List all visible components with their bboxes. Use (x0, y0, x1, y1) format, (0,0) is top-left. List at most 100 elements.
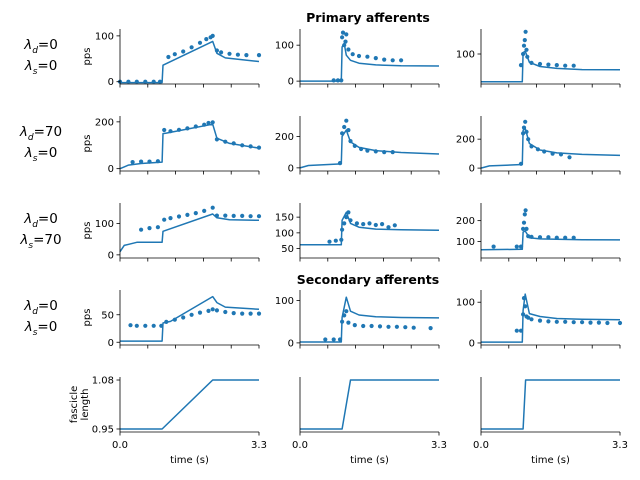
data-point-row3-col1 (223, 213, 228, 218)
data-point-row1-col1 (219, 50, 224, 55)
data-point-row4-col1 (128, 323, 133, 328)
data-point-row4-col1 (210, 307, 215, 312)
data-point-row3-col3 (546, 235, 551, 240)
data-point-row4-col1 (206, 308, 211, 313)
y-tick-label: 0 (288, 338, 294, 349)
data-point-row4-col3 (588, 320, 593, 325)
data-point-row3-col2 (380, 222, 385, 227)
data-point-row4-col3 (537, 318, 543, 323)
y-tick-label: 100 (456, 298, 475, 309)
data-point-row3-col1 (155, 225, 160, 230)
data-point-row1-col3 (521, 43, 527, 48)
y-tick-label: 1.08 (92, 376, 114, 387)
row-label-lambda-s: λs=0 (24, 145, 58, 164)
row-label-lambda-d: λd=0 (23, 211, 58, 230)
series-line-row2-col2 (299, 129, 440, 169)
data-point-row4-col3 (526, 315, 531, 320)
data-point-row4-col3 (571, 320, 576, 325)
y-tick-label: 0 (288, 77, 294, 88)
data-point-row3-col1 (185, 212, 190, 217)
y-axis-label: fascicle (69, 386, 80, 424)
chart-panel-row2-col3: 0 200 (456, 116, 621, 175)
chart-panel-row1-col3: 100 (456, 29, 621, 88)
chart-panel-row4-col3: 0 100 (456, 290, 623, 349)
row-label-lambda-s: λs=0 (24, 319, 58, 338)
data-point-row1-col2 (331, 78, 336, 83)
data-point-row1-col1 (181, 49, 186, 54)
y-tick-label: 100 (95, 219, 114, 230)
y-axis-label: pps (82, 309, 93, 327)
data-point-row1-col3 (525, 54, 530, 59)
data-point-row4-col3 (521, 296, 527, 301)
x-tick-label: 0.0 (112, 440, 128, 451)
data-point-row3-col3 (521, 220, 527, 225)
data-point-row4-col2 (323, 337, 328, 342)
data-point-row3-col1 (202, 208, 207, 213)
data-point-row3-col2 (386, 225, 391, 230)
y-tick-label: 0 (469, 338, 475, 349)
data-point-row2-col1 (223, 139, 228, 144)
chart-panel-row4-col1: 0 50 pps λd=0 λs=0 (23, 290, 262, 349)
data-point-row2-col2 (340, 131, 345, 136)
row-label-lambda-s: λs=0 (24, 58, 58, 77)
data-point-row4-col2 (361, 323, 366, 329)
data-point-row1-col2 (346, 47, 351, 52)
data-point-row2-col2 (346, 128, 351, 133)
data-point-row3-col1 (240, 213, 245, 218)
data-point-row2-col3 (550, 151, 555, 156)
y-tick-label: 100 (275, 296, 294, 307)
series-line-row3-col1 (119, 213, 260, 253)
data-point-row4-col2 (352, 323, 357, 328)
series-line-row4-col2 (300, 296, 440, 343)
data-point-row3-col3 (518, 244, 524, 249)
x-tick-label: 0.0 (292, 440, 308, 451)
chart-panel-row2-col2: 0 200 (275, 116, 440, 175)
data-point-row2-col1 (168, 129, 173, 134)
series-line-row3-col2 (300, 211, 440, 246)
data-point-row3-col1 (256, 214, 262, 219)
data-point-row1-col1 (134, 79, 139, 84)
y-tick-label: 0 (108, 250, 114, 261)
data-point-row2-col3 (529, 144, 534, 149)
y-axis-label: pps (82, 48, 93, 66)
data-point-row4-col2 (342, 313, 347, 318)
y-tick-label: 0 (108, 338, 114, 349)
data-point-row3-col2 (333, 238, 338, 243)
data-point-row3-col1 (231, 213, 236, 218)
data-point-row3-col1 (162, 217, 167, 222)
data-point-row2-col2 (344, 118, 349, 123)
data-point-row1-col3 (563, 63, 568, 68)
y-axis-label: pps (82, 135, 93, 153)
data-point-row1-col1 (227, 51, 232, 56)
y-tick-label: 0 (108, 164, 114, 175)
data-point-row4-col3 (554, 319, 559, 324)
data-point-row3-col3 (571, 235, 576, 240)
data-point-row3-col1 (248, 214, 253, 219)
data-point-row3-col3 (554, 235, 559, 240)
data-point-row3-col2 (373, 222, 378, 228)
data-point-row4-col2 (394, 324, 399, 329)
data-point-row1-col1 (214, 48, 219, 53)
panel-grid: 0100ppsλd=0λs=001001000200ppsλd=70λs=002… (19, 29, 628, 466)
data-point-row4-col1 (248, 311, 253, 316)
data-point-row1-col2 (356, 53, 362, 59)
data-point-row4-col2 (386, 324, 391, 329)
data-point-row3-col3 (491, 244, 496, 249)
data-point-row2-col1 (162, 127, 167, 133)
y-tick-label: 0.95 (92, 424, 114, 435)
y-tick-label: 100 (275, 41, 294, 52)
data-point-row4-col3 (617, 320, 623, 326)
data-point-row2-col2 (342, 124, 347, 130)
chart-panel-row3-col2: 50 100 150 (275, 203, 440, 262)
data-point-row4-col3 (523, 304, 528, 309)
data-point-row3-col1 (193, 211, 198, 216)
data-point-row3-col3 (521, 226, 526, 231)
data-point-row1-col3 (521, 51, 526, 57)
x-tick-label: 3.3 (251, 440, 267, 451)
series-line-row5-col2 (300, 379, 439, 430)
data-point-row2-col1 (176, 127, 182, 132)
chart-panel-row4-col2: 0 100 (275, 290, 440, 349)
data-point-row2-col1 (202, 122, 207, 127)
